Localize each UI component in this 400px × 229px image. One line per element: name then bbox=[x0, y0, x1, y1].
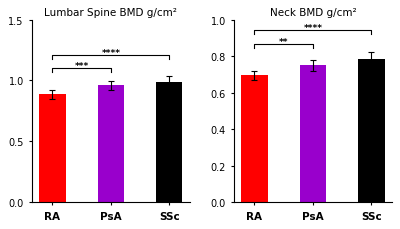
Text: **: ** bbox=[279, 38, 288, 47]
Text: ****: **** bbox=[303, 24, 322, 33]
Bar bbox=[300, 66, 326, 202]
Text: ****: **** bbox=[101, 49, 120, 57]
Title: Neck BMD g/cm²: Neck BMD g/cm² bbox=[270, 8, 356, 18]
Bar bbox=[156, 82, 182, 202]
Bar bbox=[358, 60, 384, 202]
Text: ***: *** bbox=[74, 62, 89, 71]
Bar bbox=[98, 86, 124, 202]
Title: Lumbar Spine BMD g/cm²: Lumbar Spine BMD g/cm² bbox=[44, 8, 177, 18]
Bar bbox=[39, 95, 66, 202]
Bar bbox=[241, 76, 268, 202]
